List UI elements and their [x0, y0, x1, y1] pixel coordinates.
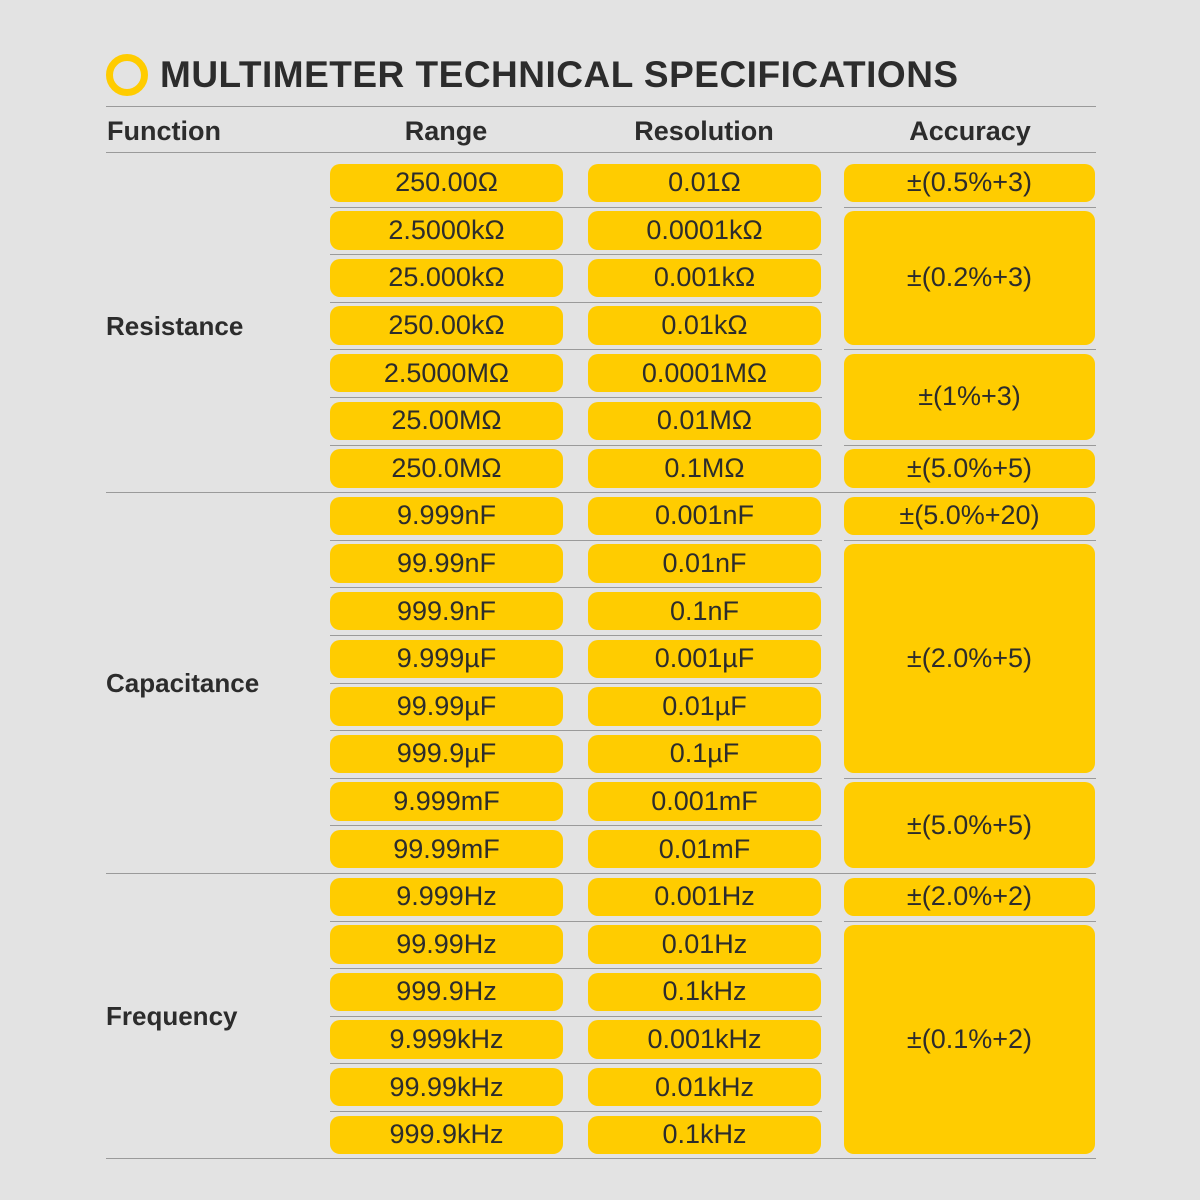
row-divider: [330, 1015, 822, 1017]
row-divider: [330, 587, 822, 589]
accuracy-cell: ±(2.0%+5): [844, 544, 1095, 774]
range-cell: 9.999Hz: [330, 877, 563, 917]
header-range: Range: [404, 116, 488, 146]
accuracy-cell: ±(0.1%+2): [844, 925, 1095, 1155]
resolution-cell: 0.01Ω: [588, 163, 821, 203]
resolution-cell: 0.001Hz: [588, 877, 821, 917]
resolution-cell: 0.01nF: [588, 544, 821, 583]
range-cell: 9.999mF: [330, 782, 563, 821]
row-divider: [330, 825, 822, 827]
range-cell: 999.9kHz: [330, 1115, 563, 1155]
range-cell: 25.00MΩ: [330, 401, 563, 441]
row-divider: [330, 539, 822, 541]
row-divider: [330, 1111, 822, 1112]
resolution-cell: 0.01µF: [588, 687, 821, 726]
range-cell: 99.99mF: [330, 829, 563, 869]
range-cell: 25.000kΩ: [330, 258, 563, 298]
accuracy-cell: ±(5.0%+5): [844, 782, 1095, 869]
accuracy-cell: ±(5.0%+5): [844, 449, 1095, 488]
accuracy-divider: [844, 539, 1096, 541]
resolution-cell: 0.1kHz: [588, 1115, 821, 1155]
page-title: MULTIMETER TECHNICAL SPECIFICATIONS: [160, 54, 959, 95]
title-divider: [106, 106, 1096, 107]
row-divider: [330, 1063, 822, 1065]
ring-icon: [106, 54, 148, 96]
range-cell: 999.9µF: [330, 734, 563, 774]
row-divider: [330, 206, 822, 208]
range-cell: 9.999µF: [330, 639, 563, 679]
group-divider: [106, 491, 1096, 493]
resolution-cell: 0.001µF: [588, 639, 821, 679]
resolution-cell: 0.1kHz: [588, 972, 821, 1012]
function-label: Capacitance: [106, 667, 260, 698]
resolution-cell: 0.1nF: [588, 591, 821, 631]
resolution-cell: 0.0001MΩ: [588, 353, 821, 393]
row-divider: [330, 682, 822, 684]
range-cell: 99.99kHz: [330, 1067, 563, 1107]
resolution-cell: 0.1MΩ: [588, 449, 821, 488]
range-cell: 99.99Hz: [330, 925, 563, 964]
accuracy-divider: [844, 777, 1096, 779]
resolution-cell: 0.01Hz: [588, 925, 821, 964]
accuracy-cell: ±(0.2%+3): [844, 211, 1095, 345]
resolution-cell: 0.001nF: [588, 496, 821, 536]
accuracy-divider: [844, 920, 1096, 922]
range-cell: 250.00Ω: [330, 163, 563, 203]
range-cell: 99.99µF: [330, 687, 563, 726]
accuracy-cell: ±(2.0%+2): [844, 877, 1095, 917]
title-row: MULTIMETER TECHNICAL SPECIFICATIONS: [106, 50, 959, 100]
row-divider: [330, 968, 822, 970]
row-divider: [330, 397, 822, 398]
row-divider: [330, 349, 822, 351]
row-divider: [330, 301, 822, 303]
function-label: Resistance: [106, 310, 244, 341]
accuracy-cell: ±(0.5%+3): [844, 163, 1095, 203]
range-cell: 2.5000kΩ: [330, 211, 563, 250]
resolution-cell: 0.01mF: [588, 829, 821, 869]
range-cell: 9.999nF: [330, 496, 563, 536]
row-divider: [330, 254, 822, 256]
header-function: Function: [107, 116, 221, 146]
range-cell: 999.9nF: [330, 591, 563, 631]
accuracy-cell: ±(5.0%+20): [844, 496, 1095, 536]
header-divider: [106, 152, 1096, 153]
resolution-cell: 0.001kHz: [588, 1020, 821, 1059]
row-divider: [330, 730, 822, 732]
range-cell: 250.00kΩ: [330, 306, 563, 345]
range-cell: 2.5000MΩ: [330, 353, 563, 393]
resolution-cell: 0.01MΩ: [588, 401, 821, 441]
accuracy-divider: [844, 444, 1096, 446]
resolution-cell: 0.01kΩ: [588, 306, 821, 345]
row-divider: [330, 444, 822, 446]
resolution-cell: 0.1µF: [588, 734, 821, 774]
resolution-cell: 0.001mF: [588, 782, 821, 821]
accuracy-divider: [844, 349, 1096, 351]
accuracy-cell: ±(1%+3): [844, 353, 1095, 441]
range-cell: 250.0MΩ: [330, 449, 563, 488]
header-resolution: Resolution: [634, 116, 774, 146]
function-label: Frequency: [106, 1000, 238, 1031]
range-cell: 99.99nF: [330, 544, 563, 583]
resolution-cell: 0.0001kΩ: [588, 211, 821, 250]
row-divider: [330, 635, 822, 636]
row-divider: [330, 777, 822, 779]
header-accuracy: Accuracy: [909, 116, 1031, 146]
accuracy-divider: [844, 206, 1096, 208]
group-divider: [106, 872, 1096, 874]
row-divider: [330, 920, 822, 922]
resolution-cell: 0.01kHz: [588, 1067, 821, 1107]
range-cell: 999.9Hz: [330, 972, 563, 1012]
range-cell: 9.999kHz: [330, 1020, 563, 1059]
resolution-cell: 0.001kΩ: [588, 258, 821, 298]
group-divider: [106, 1158, 1096, 1160]
